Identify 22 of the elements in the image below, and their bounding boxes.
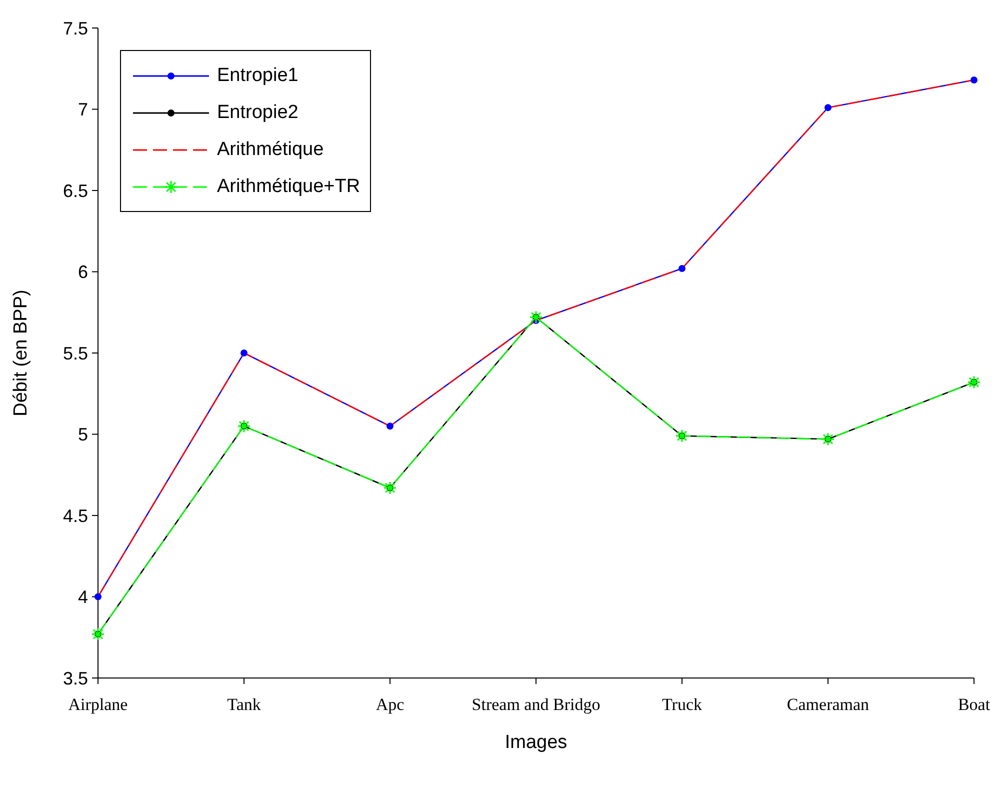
y-tick-label: 3.5	[62, 668, 88, 688]
legend-label: Entropie1	[217, 64, 298, 86]
legend-label: Arithmétique	[217, 138, 324, 160]
x-tick-label: Truck	[662, 695, 702, 714]
y-tick-label: 4.5	[62, 506, 88, 526]
y-tick-label: 5.5	[62, 343, 88, 364]
x-tick-label: Boat	[958, 695, 990, 714]
x-tick-label: Apc	[376, 695, 405, 714]
x-tick-label: Stream and Bridgo	[472, 695, 600, 714]
y-tick-label: 4	[78, 587, 88, 608]
y-tick-label: 7	[78, 100, 88, 120]
x-tick-label: Tank	[227, 695, 262, 714]
y-tick-label: 6	[78, 262, 88, 282]
y-tick-label: 6.5	[62, 180, 88, 201]
x-axis-title: Images	[504, 732, 568, 753]
x-tick-label: Airplane	[68, 695, 128, 714]
y-tick-label: 7.5	[62, 18, 88, 38]
y-tick-label: 5	[78, 424, 88, 445]
x-tick-label: Cameraman	[786, 695, 870, 714]
legend-label: Arithmétique+TR	[217, 176, 360, 198]
legend-label: Entropie2	[217, 102, 298, 124]
y-axis-title: Débit (en BPP)	[10, 290, 32, 416]
